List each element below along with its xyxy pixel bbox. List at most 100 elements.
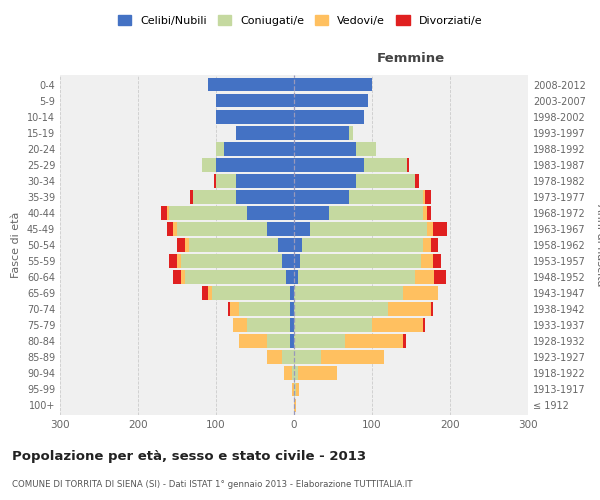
Bar <box>423 238 431 252</box>
Bar <box>415 174 419 188</box>
Bar <box>294 94 368 108</box>
Bar <box>415 270 434 284</box>
Bar <box>298 366 337 380</box>
Bar <box>181 254 283 268</box>
Bar <box>294 142 356 156</box>
Bar <box>434 270 446 284</box>
Bar <box>294 190 349 203</box>
Bar <box>283 350 294 364</box>
Bar <box>233 318 247 332</box>
Bar <box>230 302 239 316</box>
Bar <box>284 366 292 380</box>
Bar <box>224 142 294 156</box>
Bar <box>294 334 344 348</box>
Bar <box>292 366 294 380</box>
Bar <box>214 174 216 188</box>
Bar <box>302 238 423 252</box>
Bar <box>407 158 409 172</box>
Bar <box>294 366 298 380</box>
Bar <box>216 174 235 188</box>
Bar <box>283 254 294 268</box>
Bar <box>167 206 169 220</box>
Bar <box>427 206 431 220</box>
Bar <box>185 270 286 284</box>
Bar <box>290 286 294 300</box>
Bar <box>322 350 384 364</box>
Bar <box>267 334 290 348</box>
Text: COMUNE DI TORRITA DI SIENA (SI) - Dati ISTAT 1° gennaio 2013 - Elaborazione TUTT: COMUNE DI TORRITA DI SIENA (SI) - Dati I… <box>12 480 413 489</box>
Bar <box>388 302 431 316</box>
Bar <box>167 222 173 236</box>
Bar <box>216 142 224 156</box>
Text: Femmine: Femmine <box>377 52 445 65</box>
Y-axis label: Anni di nascita: Anni di nascita <box>595 204 600 286</box>
Bar <box>294 78 372 92</box>
Bar <box>294 206 329 220</box>
Bar <box>177 254 181 268</box>
Bar <box>169 254 177 268</box>
Bar <box>294 270 298 284</box>
Bar <box>290 318 294 332</box>
Bar <box>294 382 296 396</box>
Bar <box>349 190 423 203</box>
Bar <box>286 270 294 284</box>
Bar <box>161 206 167 220</box>
Bar <box>216 158 294 172</box>
Bar <box>290 334 294 348</box>
Bar <box>356 142 376 156</box>
Bar <box>181 270 185 284</box>
Bar <box>310 222 427 236</box>
Bar <box>266 222 294 236</box>
Bar <box>294 286 403 300</box>
Bar <box>423 206 427 220</box>
Bar <box>177 238 185 252</box>
Bar <box>423 318 425 332</box>
Bar <box>235 190 294 203</box>
Bar <box>425 190 431 203</box>
Bar <box>433 222 447 236</box>
Bar <box>433 254 440 268</box>
Bar <box>239 302 290 316</box>
Bar <box>294 254 300 268</box>
Bar <box>329 206 423 220</box>
Legend: Celibi/Nubili, Coniugati/e, Vedovi/e, Divorziati/e: Celibi/Nubili, Coniugati/e, Vedovi/e, Di… <box>113 10 487 30</box>
Text: Popolazione per età, sesso e stato civile - 2013: Popolazione per età, sesso e stato civil… <box>12 450 366 463</box>
Bar <box>216 110 294 124</box>
Bar <box>403 334 406 348</box>
Bar <box>193 190 235 203</box>
Bar <box>216 94 294 108</box>
Bar <box>292 382 294 396</box>
Bar <box>344 334 403 348</box>
Bar <box>423 190 425 203</box>
Bar <box>294 174 356 188</box>
Bar <box>239 334 266 348</box>
Bar <box>188 238 278 252</box>
Bar <box>427 222 433 236</box>
Bar <box>372 318 422 332</box>
Bar <box>290 302 294 316</box>
Bar <box>356 174 415 188</box>
Bar <box>349 126 353 140</box>
Bar <box>173 222 177 236</box>
Bar <box>235 126 294 140</box>
Bar <box>431 238 438 252</box>
Bar <box>247 318 290 332</box>
Bar <box>364 158 407 172</box>
Bar <box>247 206 294 220</box>
Bar <box>202 158 216 172</box>
Bar <box>421 254 433 268</box>
Bar <box>228 302 230 316</box>
Y-axis label: Fasce di età: Fasce di età <box>11 212 21 278</box>
Bar <box>202 286 208 300</box>
Bar <box>190 190 193 203</box>
Bar <box>294 350 322 364</box>
Bar <box>294 222 310 236</box>
Bar <box>208 286 212 300</box>
Bar <box>212 286 290 300</box>
Bar <box>294 110 364 124</box>
Bar <box>208 78 294 92</box>
Bar <box>294 302 388 316</box>
Bar <box>298 270 415 284</box>
Bar <box>278 238 294 252</box>
Bar <box>173 270 181 284</box>
